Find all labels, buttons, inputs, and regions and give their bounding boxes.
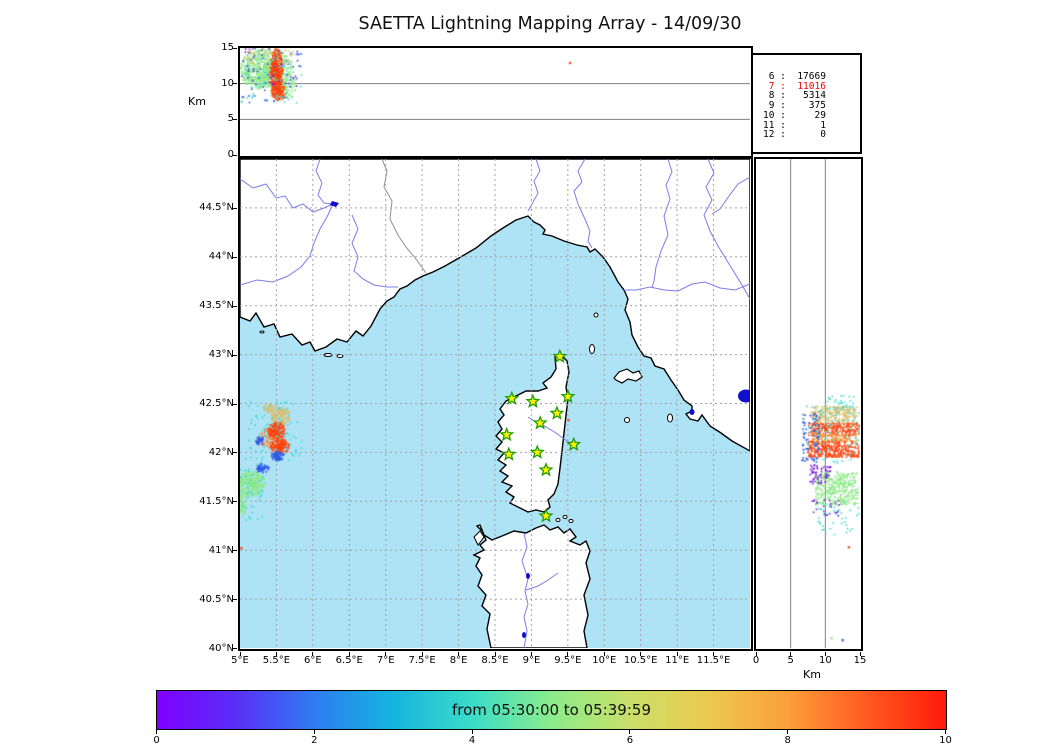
map-lon-tick-label: 7.5°E — [408, 655, 436, 666]
colorbar-tick-mark — [787, 730, 789, 734]
map-lat-tick-label: 43.5°N — [199, 300, 234, 312]
altitude-vs-longitude-panel — [237, 45, 753, 158]
map-lat-tick-label: 44.5°N — [199, 202, 234, 214]
top-panel-ytick-mark — [233, 118, 237, 120]
map-lon-tick-mark — [713, 651, 715, 656]
map-lon-tick-label: 5.5°E — [262, 655, 291, 666]
map-lon-tick-mark — [603, 651, 605, 656]
map-lat-tick-label: 41.5°N — [199, 495, 234, 507]
map-lat-tick-label: 40.5°N — [199, 593, 234, 605]
top-panel-ytick-mark — [233, 83, 237, 85]
map-lon-tick-mark — [640, 651, 642, 656]
right-panel-xtick-mark — [755, 651, 757, 656]
top-panel-scatter — [239, 47, 750, 155]
map-lat-tick-label: 43°N — [208, 349, 234, 361]
stats-row: 9 : 375 — [763, 100, 826, 112]
map-lon-tick-mark — [239, 651, 241, 656]
map-lon-tick-mark — [348, 651, 350, 656]
colorbar-tick-mark — [471, 730, 473, 734]
colorbar-tick-label: 6 — [626, 735, 634, 746]
map-lon-tick-label: 9°E — [522, 655, 541, 666]
map-lon-tick-label: 10°E — [592, 655, 617, 666]
map-lat-tick-label: 42°N — [208, 446, 234, 458]
map-lon-tick-label: 5°E — [231, 655, 249, 666]
stats-row: 12 : 0 — [763, 129, 826, 141]
right-panel-xtick-label: 0 — [752, 655, 760, 666]
stats-row: 7 : 11016 — [763, 80, 826, 92]
top-panel-ytick-label: 0 — [227, 149, 234, 160]
right-panel-xtick-label: 15 — [853, 655, 867, 666]
map-lat-tick-mark — [233, 305, 237, 307]
right-panel-xtick-mark — [859, 651, 861, 656]
right-panel-xtick-label: 5 — [787, 655, 794, 666]
map-lat-tick-label: 41°N — [208, 544, 234, 556]
map-lat-tick-mark — [233, 403, 237, 405]
map-lat-tick-mark — [233, 550, 237, 552]
map-lon-tick-mark — [458, 651, 460, 656]
colorbar-tick-mark — [156, 730, 157, 734]
colorbar-tick-mark — [313, 730, 315, 734]
map-scatter — [239, 159, 750, 648]
map-lat-tick-mark — [233, 452, 237, 454]
colorbar-label: from 05:30:00 to 05:39:59 — [451, 701, 651, 719]
map-lon-tick-label: 6.5°E — [335, 655, 363, 666]
map-lon-tick-mark — [676, 651, 678, 656]
right-panel-xtick-mark — [790, 651, 792, 656]
map-lon-tick-label: 11.5°E — [696, 655, 731, 666]
colorbar-tick-label: 4 — [468, 735, 476, 746]
map-lon-tick-mark — [385, 651, 387, 656]
top-panel-ytick-label: 10 — [221, 77, 234, 89]
map-lon-tick-mark — [275, 651, 277, 656]
right-panel-xtick-mark — [824, 651, 826, 656]
colorbar-tick-label: 2 — [311, 735, 318, 746]
stats-row: 8 : 5314 — [763, 90, 826, 102]
right-panel-scatter — [755, 159, 860, 648]
map-lon-tick-label: 7°E — [376, 655, 395, 666]
map-lon-tick-mark — [494, 651, 496, 656]
map-lat-tick-label: 40°N — [208, 642, 234, 654]
map-lat-tick-mark — [233, 599, 237, 601]
colorbar-tick-mark — [945, 730, 946, 734]
map-lat-tick-mark — [233, 256, 237, 258]
map-lat-tick-mark — [233, 648, 237, 649]
top-panel-ytick-mark — [233, 154, 237, 156]
map-lat-tick-mark — [233, 207, 237, 209]
map-lon-tick-label: 11°E — [665, 655, 690, 666]
map-lon-tick-label: 8°E — [449, 655, 468, 666]
map-lon-tick-label: 9.5°E — [554, 655, 582, 666]
map-lon-tick-label: 10.5°E — [623, 655, 658, 666]
map-lat-tick-label: 44°N — [208, 251, 234, 263]
colorbar: from 05:30:00 to 05:39:59 — [156, 690, 947, 730]
map-lat-tick-mark — [233, 501, 237, 503]
stats-row: 11 : 1 — [763, 119, 826, 131]
colorbar-tick-label: 10 — [939, 735, 952, 746]
map-lat-tick-mark — [233, 354, 237, 356]
right-panel-xlabel: Km — [803, 668, 821, 681]
colorbar-tick-mark — [629, 730, 631, 734]
stats-row: 10 : 29 — [763, 109, 826, 121]
top-panel-ytick-mark — [233, 47, 237, 49]
altitude-vs-latitude-panel — [753, 157, 863, 651]
map-lon-tick-label: 8.5°E — [481, 655, 509, 666]
map-lon-tick-label: 6°E — [304, 655, 322, 666]
top-panel-ytick-label: 5 — [227, 113, 234, 125]
map-lon-tick-mark — [421, 651, 423, 656]
top-panel-ylabel: Km — [188, 95, 206, 108]
right-panel-xtick-label: 10 — [818, 655, 832, 666]
map-lat-tick-label: 42.5°N — [199, 398, 234, 409]
map-panel — [237, 157, 753, 651]
map-lon-tick-mark — [312, 651, 314, 656]
map-lon-tick-mark — [530, 651, 532, 656]
top-panel-ytick-label: 15 — [221, 42, 234, 53]
page-title: SAETTA Lightning Mapping Array - 14/09/3… — [358, 14, 742, 34]
colorbar-tick-label: 0 — [153, 735, 160, 746]
map-lon-tick-mark — [567, 651, 569, 656]
station-count-stats-panel: 6 : 17669 7 : 11016 8 : 5314 9 : 375 10 :… — [751, 53, 862, 154]
colorbar-tick-label: 8 — [784, 735, 791, 746]
stats-row: 6 : 17669 — [763, 71, 826, 82]
